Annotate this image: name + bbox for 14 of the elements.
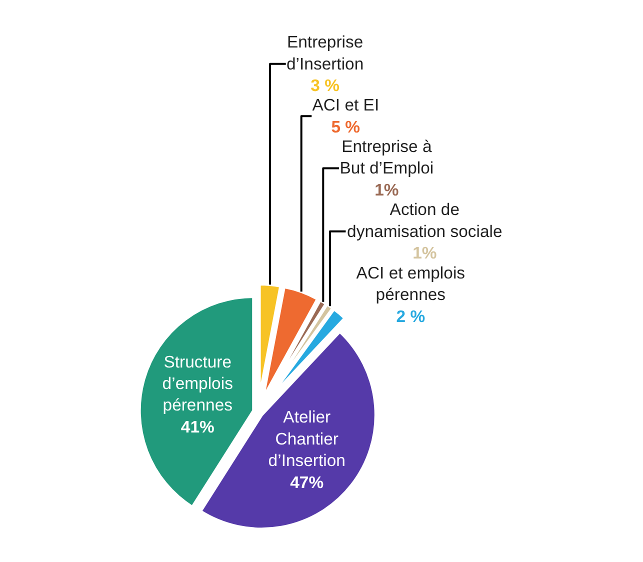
slice-label: Action de dynamisation sociale [347, 200, 502, 241]
data-label: 3 % [310, 76, 340, 96]
data-label: 1% [412, 244, 437, 263]
slice-label: Atelier Chantier d’Insertion [268, 408, 346, 470]
slice-label: ACI et EI [312, 96, 380, 115]
data-label: 47% [290, 472, 324, 492]
data-label: 5 % [331, 117, 360, 136]
slice-label: Entreprise à But d’Emploi [340, 136, 434, 178]
slice-label: Entreprise d’Insertion [286, 32, 364, 74]
data-label: 41% [180, 417, 214, 436]
slice-label: ACI et emplois pérennes [356, 263, 466, 304]
slice-label: Structure d’emplois pérennes [162, 352, 233, 415]
data-label: 2 % [396, 306, 426, 326]
data-label: 1% [374, 180, 399, 200]
